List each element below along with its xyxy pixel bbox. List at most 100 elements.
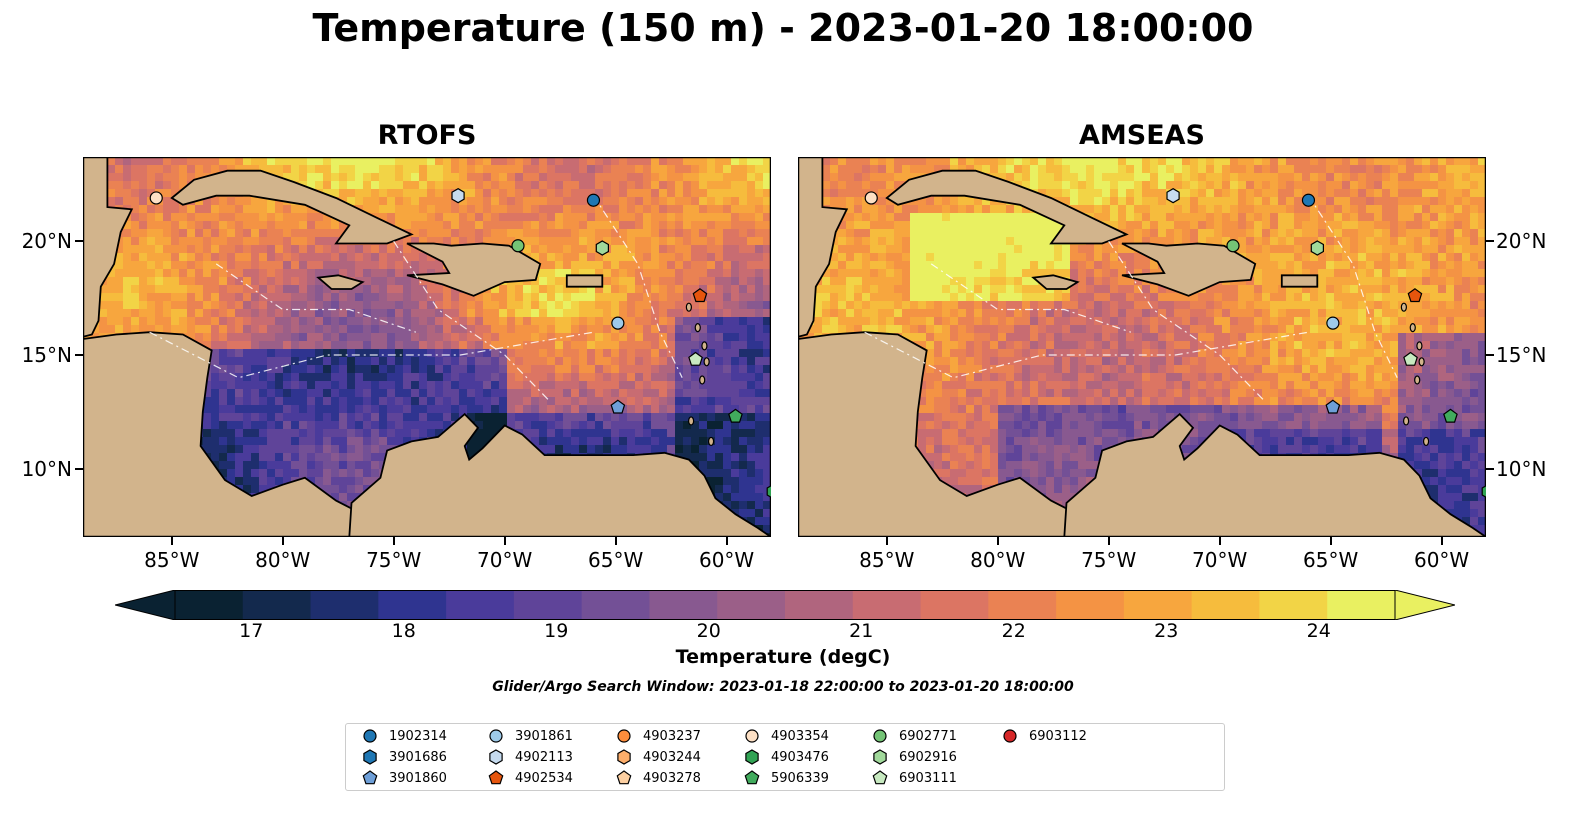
float-marker-1902314 bbox=[1301, 193, 1316, 207]
legend-label: 1902314 bbox=[389, 728, 447, 744]
legend-label: 3901686 bbox=[389, 749, 447, 765]
amseas-map bbox=[798, 157, 1486, 537]
colorbar bbox=[115, 590, 1455, 620]
colorbar-segment bbox=[920, 590, 989, 620]
legend-marker-icon bbox=[616, 770, 632, 785]
float-marker-4903354 bbox=[149, 191, 163, 205]
x-tick-label: 75°W bbox=[1081, 548, 1137, 572]
y-tick-label: 15°N bbox=[1496, 342, 1547, 367]
colorbar-tick-label: 24 bbox=[1306, 620, 1331, 642]
x-tick-mark bbox=[1107, 537, 1110, 545]
colorbar-segment bbox=[717, 590, 786, 620]
legend-entry-4903237: 4903237 bbox=[614, 726, 701, 746]
colorbar-segment bbox=[446, 590, 515, 620]
x-tick-label: 65°W bbox=[588, 548, 644, 572]
x-tick-mark bbox=[281, 537, 284, 545]
float-marker-6902916 bbox=[595, 240, 610, 256]
search-window-text: Glider/Argo Search Window: 2023-01-18 22… bbox=[492, 679, 1074, 695]
colorbar-segment bbox=[378, 590, 447, 620]
legend-label: 4903237 bbox=[643, 728, 701, 744]
colorbar-label: Temperature (degC) bbox=[675, 646, 891, 668]
legend-label: 4902113 bbox=[515, 749, 573, 765]
x-tick-label: 60°W bbox=[1413, 548, 1470, 572]
float-marker-4902534 bbox=[1407, 288, 1423, 303]
legend-entry-6902771: 6902771 bbox=[870, 726, 957, 746]
float-marker-4902113 bbox=[1166, 188, 1180, 204]
colorbar-segment bbox=[1327, 590, 1396, 620]
colorbar-segment bbox=[1191, 590, 1261, 620]
float-marker-1902314 bbox=[586, 193, 601, 207]
x-tick-mark bbox=[1218, 537, 1221, 545]
y-tick-mark bbox=[75, 240, 83, 243]
legend-entry-6902916: 6902916 bbox=[870, 747, 957, 767]
colorbar-tick-label: 23 bbox=[1154, 620, 1179, 642]
colorbar-segment bbox=[785, 590, 854, 620]
legend-marker-icon bbox=[745, 749, 759, 765]
float-marker-3901861 bbox=[1326, 316, 1340, 330]
float-marker-4903354 bbox=[864, 191, 878, 205]
float-marker-6902916 bbox=[1310, 240, 1325, 256]
y-tick-mark bbox=[75, 467, 83, 470]
rtofs-map bbox=[83, 157, 771, 537]
y-tick-label: 20°N bbox=[1496, 229, 1547, 254]
legend-label: 6902916 bbox=[899, 749, 957, 765]
x-tick-mark bbox=[614, 537, 617, 545]
colorbar-segment bbox=[310, 590, 379, 620]
float-marker-6902771 bbox=[1226, 239, 1240, 253]
float-legend: 1902314 3901686 3901860 3901861 4902113 49025… bbox=[345, 723, 1225, 791]
x-tick-mark bbox=[503, 537, 506, 545]
legend-entry-4903244: 4903244 bbox=[614, 747, 701, 767]
legend-entry-4902113: 4902113 bbox=[486, 747, 573, 767]
legend-marker-icon bbox=[363, 749, 377, 765]
legend-marker-icon bbox=[488, 770, 504, 785]
legend-marker-icon bbox=[489, 749, 503, 765]
legend-marker-icon bbox=[1003, 729, 1017, 743]
legend-label: 4903244 bbox=[643, 749, 701, 765]
float-marker-4903476 bbox=[1481, 485, 1486, 498]
legend-entry-3901686: 3901686 bbox=[360, 747, 447, 767]
x-tick-label: 60°W bbox=[698, 548, 755, 572]
y-tick-mark bbox=[1486, 467, 1494, 470]
legend-label: 4903354 bbox=[771, 728, 829, 744]
y-tick-label: 10°N bbox=[21, 456, 72, 481]
float-marker-3901861 bbox=[611, 316, 625, 330]
colorbar-tick-label: 21 bbox=[849, 620, 874, 642]
x-tick-label: 85°W bbox=[859, 548, 915, 572]
float-marker-4902534 bbox=[692, 288, 708, 303]
colorbar-segment bbox=[852, 590, 922, 620]
colorbar-segment bbox=[581, 590, 651, 620]
legend-marker-icon bbox=[363, 729, 377, 743]
colorbar-segment bbox=[1123, 590, 1193, 620]
float-marker-4902113 bbox=[451, 188, 465, 204]
figure-title: Temperature (150 m) - 2023-01-20 18:00:0… bbox=[312, 6, 1254, 50]
y-tick-label: 15°N bbox=[21, 342, 72, 367]
legend-label: 6902771 bbox=[899, 728, 957, 744]
float-marker-6903111 bbox=[688, 351, 703, 366]
colorbar-tick-label: 19 bbox=[544, 620, 569, 642]
legend-entry-3901861: 3901861 bbox=[486, 726, 573, 746]
legend-label: 4903476 bbox=[771, 749, 829, 765]
float-marker-6902771 bbox=[511, 239, 525, 253]
legend-marker-icon bbox=[489, 729, 503, 743]
y-tick-label: 10°N bbox=[1496, 456, 1547, 481]
legend-entry-6903111: 6903111 bbox=[870, 768, 957, 788]
x-tick-label: 70°W bbox=[1192, 548, 1248, 572]
legend-entry-4903278: 4903278 bbox=[614, 768, 701, 788]
legend-entry-6903112: 6903112 bbox=[1000, 726, 1087, 746]
y-tick-mark bbox=[1486, 353, 1494, 356]
legend-label: 5906339 bbox=[771, 770, 829, 786]
colorbar-tick-label: 18 bbox=[391, 620, 416, 642]
x-tick-label: 80°W bbox=[970, 548, 1026, 572]
x-tick-label: 70°W bbox=[477, 548, 533, 572]
legend-label: 3901860 bbox=[389, 770, 447, 786]
legend-entry-1902314: 1902314 bbox=[360, 726, 447, 746]
x-tick-mark bbox=[885, 537, 888, 545]
colorbar-segment bbox=[513, 590, 583, 620]
x-tick-label: 75°W bbox=[366, 548, 422, 572]
colorbar-segment bbox=[175, 590, 244, 620]
legend-marker-icon bbox=[617, 749, 631, 765]
legend-label: 6903112 bbox=[1029, 728, 1087, 744]
x-tick-label: 80°W bbox=[255, 548, 311, 572]
legend-label: 3901861 bbox=[515, 728, 573, 744]
x-tick-mark bbox=[170, 537, 173, 545]
